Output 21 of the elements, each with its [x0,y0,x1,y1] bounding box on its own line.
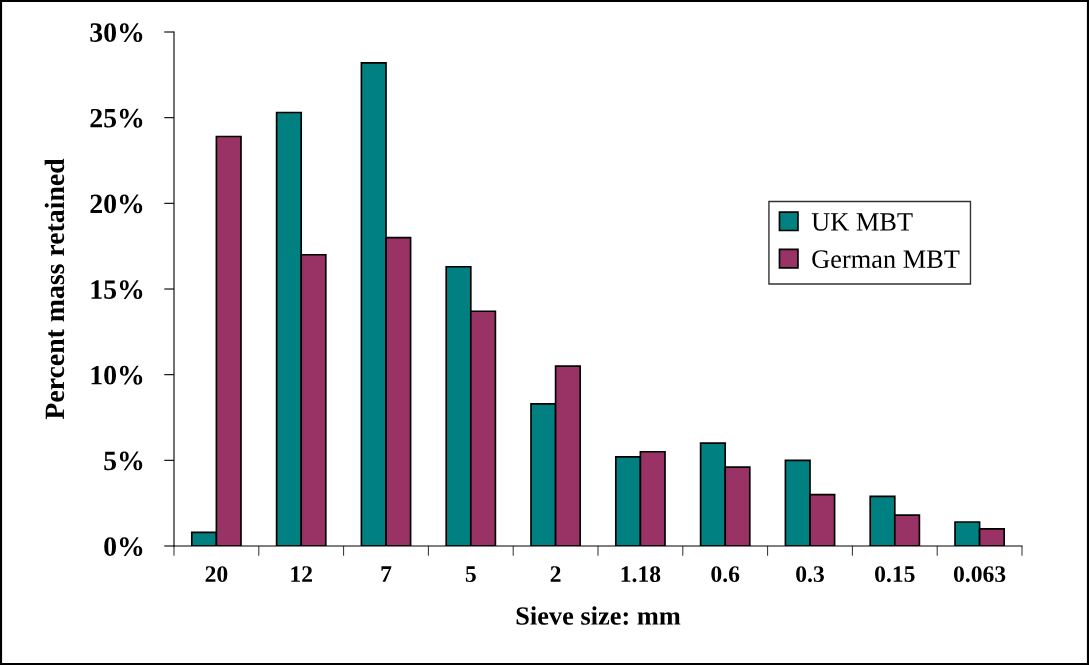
x-tick-label: 20 [205,566,228,583]
x-tick-label: 5 [465,566,476,583]
x-tick-label: 12 [291,566,312,582]
y-tick-label: 0% [104,537,143,556]
y-axis-title: Percent mass retained [44,158,65,420]
x-tick-label: 0.3 [796,566,824,583]
y-tick-label: 10% [91,365,143,385]
x-axis-title: Sieve size: mm [516,606,681,625]
legend-label: German MBT [812,250,960,269]
x-tick-label: 1.18 [621,566,661,583]
y-tick-label: 5% [104,451,143,471]
x-tick-label: 7 [381,566,392,582]
x-tick-label: 0.15 [875,566,915,583]
y-tick-label: 30% [90,23,143,42]
legend-label: UK MBT [811,213,913,231]
x-tick-label: 2 [550,566,561,582]
y-tick-label: 25% [90,108,143,128]
y-tick-label: 15% [91,280,143,299]
x-tick-label: 0.6 [711,566,740,583]
y-tick-label: 20% [90,194,143,214]
x-tick-label: 0.063 [953,566,1006,583]
